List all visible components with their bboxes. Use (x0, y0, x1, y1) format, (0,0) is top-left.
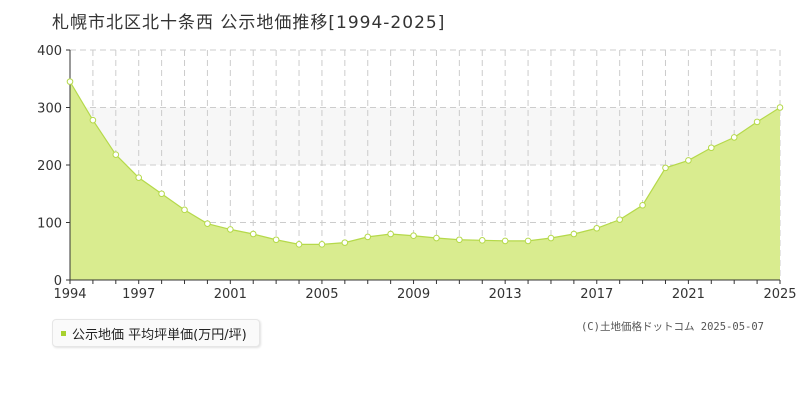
data-point-2006 (341, 239, 349, 246)
x-tick-label: 2005 (305, 287, 338, 302)
data-point-2020 (662, 164, 669, 172)
series-area (70, 81, 780, 280)
y-tick-label: 100 (37, 217, 62, 232)
data-point-2023 (730, 134, 738, 141)
chart-title: 札幌市北区北十条西 公示地価推移[1994-2025] (52, 13, 446, 33)
background-band-layer (70, 107, 780, 165)
data-point-2002 (249, 230, 257, 238)
point-layer (66, 78, 784, 248)
data-point-1995 (89, 116, 97, 124)
data-point-2014 (524, 237, 532, 245)
y-tick-label: 300 (37, 102, 62, 117)
data-point-2001 (227, 226, 234, 233)
copyright-text: (C)土地価格ドットコム 2025-05-07 (580, 321, 764, 333)
data-point-2015 (547, 234, 555, 242)
x-tick-label: 2013 (489, 287, 522, 302)
legend-label: 公示地価 平均坪単価(万円/坪) (72, 327, 247, 343)
data-point-2003 (272, 236, 280, 244)
data-point-1996 (112, 151, 120, 158)
x-tick-label: 2009 (397, 287, 430, 302)
x-tick-label: 2017 (580, 287, 613, 302)
y-tick-label: 200 (37, 159, 62, 174)
x-tick-label: 1994 (53, 287, 86, 302)
y-tick-label: 0 (54, 274, 62, 289)
data-point-2004 (295, 241, 303, 248)
data-point-2021 (685, 157, 692, 164)
data-point-2009 (410, 232, 417, 240)
background-band (70, 107, 780, 165)
data-point-2018 (616, 216, 623, 223)
data-point-1997 (135, 174, 143, 181)
x-tick-label: 1997 (122, 287, 155, 302)
legend: 公示地価 平均坪単価(万円/坪) (52, 319, 260, 347)
data-point-2016 (570, 230, 578, 238)
data-point-2025 (776, 104, 784, 111)
y-tick-label: 400 (37, 44, 62, 59)
area-layer (69, 81, 781, 280)
data-point-1994 (66, 78, 74, 85)
data-point-2013 (501, 237, 509, 245)
axis-layer (66, 49, 781, 284)
x-tick-label: 2025 (763, 287, 796, 302)
data-point-2024 (753, 118, 761, 126)
x-tick-label: 2021 (672, 287, 705, 302)
data-point-1998 (158, 190, 165, 198)
data-point-2008 (387, 230, 394, 238)
data-point-2011 (456, 236, 463, 244)
data-point-2005 (318, 241, 326, 248)
data-point-2007 (364, 233, 372, 241)
data-point-2000 (204, 220, 211, 227)
data-point-2022 (707, 144, 715, 152)
legend-swatch (61, 330, 66, 336)
data-point-2010 (433, 234, 440, 242)
x-tick-label: 2001 (214, 287, 247, 302)
data-point-2019 (639, 201, 646, 209)
series-line (69, 81, 781, 245)
data-point-1999 (181, 206, 188, 214)
data-point-2012 (478, 237, 486, 244)
tick-label-layer: 0 100 200 300 400 1994 1997 2001 2005 2009 2013 201… (37, 44, 796, 302)
data-point-2017 (593, 224, 601, 232)
